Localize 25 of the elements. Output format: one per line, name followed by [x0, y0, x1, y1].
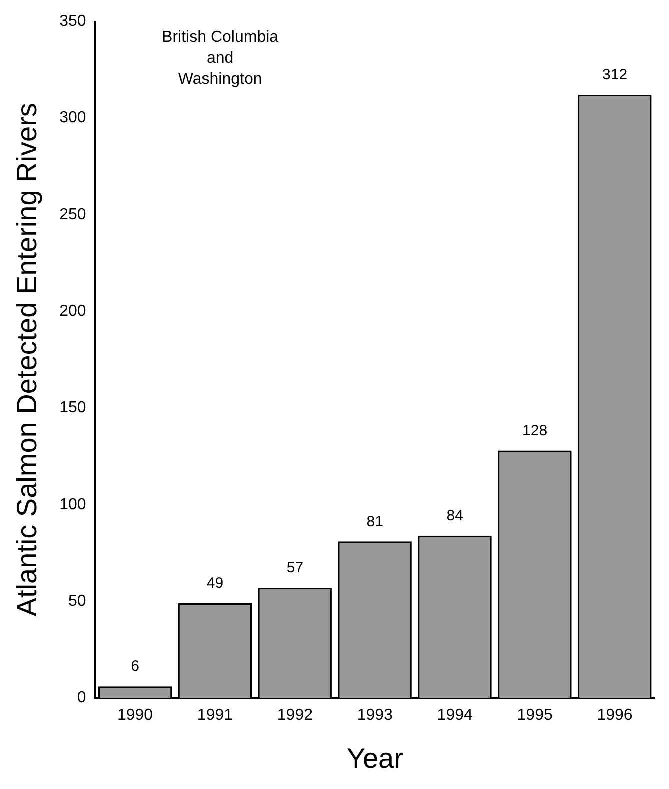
annotation: British Columbia and Washington [162, 29, 279, 88]
x-tick-label: 1990 [117, 707, 154, 724]
y-tick-label: 150 [60, 400, 86, 417]
data-label: 128 [522, 422, 548, 440]
y-tick-label: 50 [68, 592, 86, 610]
data-label: 49 [206, 575, 224, 592]
y-axis-title: Atlantic Salmon Detected Entering Rivers [12, 103, 43, 617]
x-axis-title: Year [346, 742, 404, 774]
y-tick-label: 350 [60, 13, 86, 30]
x-tick-label: 1993 [357, 707, 394, 724]
x-tick-label: 1991 [197, 707, 234, 724]
data-label: 84 [446, 507, 464, 524]
y-tick-label: 0 [77, 690, 86, 707]
x-tick-label: 1995 [517, 707, 553, 724]
data-label: 57 [286, 560, 304, 577]
y-tick-label: 250 [60, 206, 86, 224]
y-tick-label: 300 [60, 110, 86, 127]
y-tick-label: 100 [60, 496, 86, 514]
x-tick-label: 1994 [437, 707, 474, 724]
x-tick-label: 1992 [277, 707, 314, 724]
y-tick-label: 200 [60, 302, 86, 320]
data-label: 6 [131, 658, 140, 676]
x-tick-label: 1996 [597, 707, 633, 724]
data-label: 81 [366, 513, 384, 530]
data-label: 312 [602, 66, 628, 84]
